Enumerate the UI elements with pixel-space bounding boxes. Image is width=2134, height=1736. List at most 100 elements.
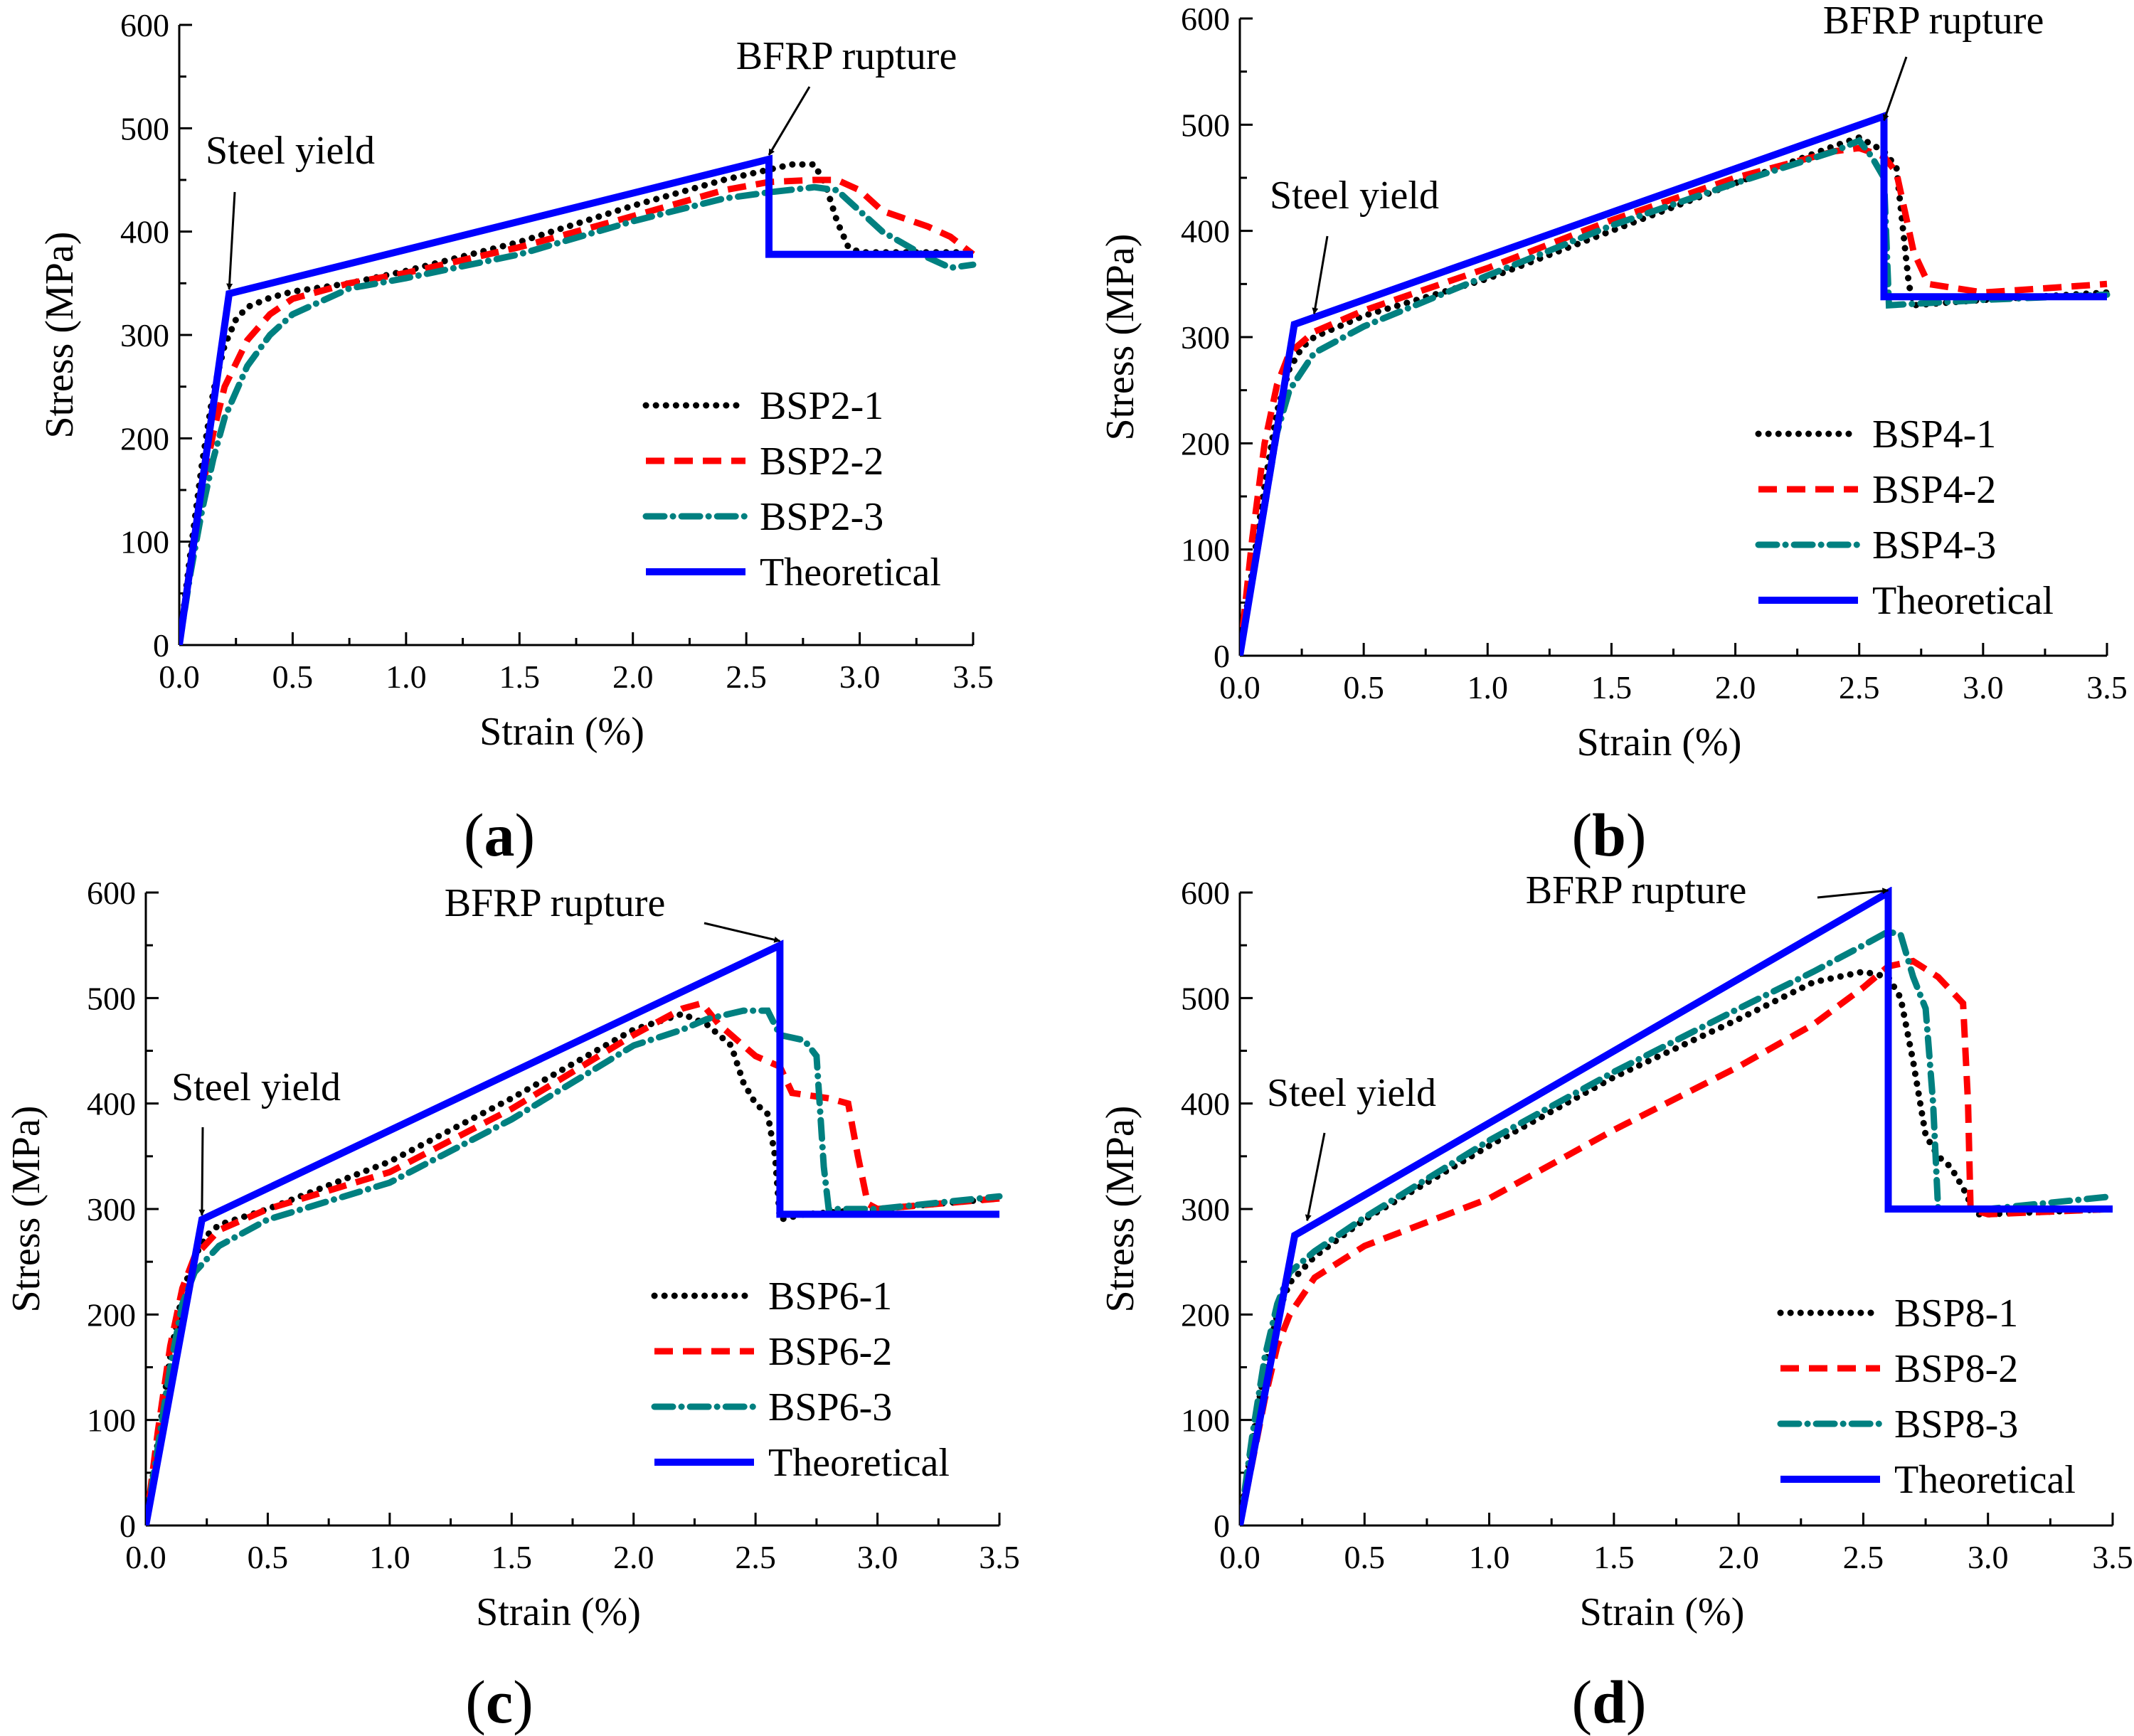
- x-tick-label: 3.5: [2092, 1539, 2133, 1575]
- legend-label: BSP6-3: [768, 1385, 892, 1429]
- series-line-bsp8-2: [1240, 957, 2113, 1525]
- x-tick-label: 1.0: [369, 1539, 410, 1575]
- legend-label: BSP6-1: [768, 1274, 892, 1319]
- y-tick-label: 100: [1181, 532, 1230, 568]
- annotation-arrow: [1817, 888, 1889, 899]
- annotation-label: Steel yield: [1267, 1071, 1436, 1115]
- series-line-theoretical: [146, 939, 999, 1525]
- panel-caption: (b): [1571, 801, 1646, 869]
- legend: BSP6-1 BSP6-2 BSP6-3 Theoretical: [651, 1274, 950, 1485]
- annotation-arrow: [1305, 1132, 1326, 1222]
- x-tick-label: 3.0: [839, 659, 881, 695]
- x-tick-label: 3.5: [2086, 669, 2128, 705]
- y-tick-label: 400: [1181, 1086, 1230, 1122]
- y-tick-label: 600: [1181, 875, 1230, 911]
- y-tick-label: 200: [1181, 1296, 1230, 1333]
- series-line-theoretical: [179, 154, 973, 645]
- x-tick-label: 2.0: [613, 1539, 654, 1575]
- x-tick-label: 0.5: [1344, 1539, 1386, 1575]
- y-axis-label: Stress (MPa): [1098, 234, 1142, 441]
- y-tick-label: 0: [153, 627, 169, 664]
- x-tick-label: 2.0: [612, 659, 654, 695]
- y-tick-label: 100: [120, 524, 169, 560]
- x-axis-label: Strain (%): [476, 1590, 641, 1634]
- legend-label: Theoretical: [1894, 1458, 2076, 1502]
- legend-label: BSP4-3: [1872, 523, 1996, 568]
- panel-b: 0.0 0.5 1.0 1.5 2.0 2.5 3.0 3.5 0 100 200 300 400 500…: [1098, 0, 2128, 869]
- y-tick-label: 600: [1181, 1, 1230, 37]
- panel-caption: (c): [465, 1668, 533, 1736]
- x-tick-label: 1.5: [1593, 1539, 1635, 1575]
- x-tick-label: 2.5: [726, 659, 767, 695]
- legend-label: BSP2-2: [760, 440, 883, 484]
- legend-label: Theoretical: [760, 550, 941, 595]
- y-tick-label: 500: [1181, 980, 1230, 1016]
- y-tick-label: 0: [1214, 638, 1230, 674]
- annotation-label: Steel yield: [206, 129, 375, 173]
- x-tick-label: 0.5: [248, 1539, 289, 1575]
- x-axis-label: Strain (%): [1580, 1590, 1745, 1634]
- annotation-label: Steel yield: [171, 1065, 341, 1109]
- legend-label: BSP4-1: [1872, 412, 1996, 457]
- legend-label: BSP6-2: [768, 1330, 892, 1374]
- series-line-bsp4-2: [1240, 144, 2108, 656]
- x-axis-label: Strain (%): [479, 710, 644, 754]
- x-tick-label: 3.5: [952, 659, 994, 695]
- x-tick-label: 3.5: [979, 1539, 1020, 1575]
- legend-label: BSP4-2: [1872, 468, 1996, 512]
- y-axis-label: Stress (MPa): [1098, 1106, 1142, 1313]
- x-tick-label: 3.0: [1968, 1539, 2009, 1575]
- panels-root: 0.0 0.5 1.0 1.5 2.0 2.5 3.0 3.5 0 100 200 300 400 500…: [4, 0, 2133, 1736]
- x-tick-label: 2.5: [1839, 669, 1880, 705]
- legend-label: Theoretical: [768, 1441, 950, 1485]
- x-tick-label: 0.0: [125, 1539, 166, 1575]
- y-tick-label: 500: [87, 980, 136, 1016]
- series-line-bsp6-2: [146, 999, 1000, 1525]
- legend-label: BSP8-1: [1894, 1292, 2018, 1336]
- y-tick-label: 200: [1181, 425, 1230, 462]
- legend-label: Theoretical: [1872, 579, 2054, 623]
- annotation-arrow: [198, 1127, 206, 1216]
- x-tick-label: 0.5: [1343, 669, 1384, 705]
- y-tick-label: 500: [120, 110, 169, 147]
- y-tick-label: 200: [87, 1296, 136, 1333]
- legend-label: BSP8-2: [1894, 1347, 2018, 1391]
- x-tick-label: 1.5: [1591, 669, 1633, 705]
- annotation-label: Steel yield: [1270, 174, 1439, 218]
- legend-label: BSP2-3: [760, 495, 883, 539]
- y-tick-label: 100: [87, 1402, 136, 1439]
- x-tick-label: 1.5: [499, 659, 541, 695]
- y-tick-label: 600: [120, 7, 169, 43]
- y-tick-label: 600: [87, 875, 136, 911]
- x-tick-label: 1.5: [492, 1539, 533, 1575]
- y-axis-label: Stress (MPa): [4, 1106, 48, 1313]
- x-tick-label: 0.0: [159, 659, 200, 695]
- legend: BSP2-1 BSP2-2 BSP2-3 Theoretical: [642, 384, 941, 595]
- annotation-arrow: [768, 86, 811, 156]
- x-tick-label: 1.0: [1469, 1539, 1510, 1575]
- annotation-arrow: [1312, 235, 1329, 315]
- y-tick-label: 400: [87, 1086, 136, 1122]
- series-line-bsp2-2: [179, 176, 975, 645]
- panel-caption: (d): [1571, 1668, 1646, 1736]
- annotation-arrow: [226, 191, 236, 290]
- y-tick-label: 500: [1181, 107, 1230, 143]
- x-tick-label: 3.0: [1963, 669, 2004, 705]
- legend-label: BSP2-1: [760, 384, 883, 428]
- y-tick-label: 300: [1181, 319, 1230, 356]
- x-tick-label: 1.0: [386, 659, 427, 695]
- y-tick-label: 300: [120, 317, 169, 353]
- annotation-label: BFRP rupture: [736, 34, 957, 78]
- panel-c: 0.0 0.5 1.0 1.5 2.0 2.5 3.0 3.5 0 100 200 300 400 500…: [4, 875, 1020, 1736]
- y-tick-label: 0: [120, 1508, 136, 1544]
- x-tick-label: 0.5: [272, 659, 314, 695]
- series-line-bsp6-3: [146, 1007, 1003, 1525]
- legend: BSP4-1 BSP4-2 BSP4-3 Theoretical: [1755, 412, 2054, 623]
- y-axis-label: Stress (MPa): [38, 232, 82, 439]
- annotation-label: BFRP rupture: [1823, 0, 2044, 43]
- x-tick-label: 0.0: [1219, 1539, 1260, 1575]
- panel-d: 0.0 0.5 1.0 1.5 2.0 2.5 3.0 3.5 0 100 200 300 400 500…: [1098, 868, 2133, 1736]
- annotation-arrow: [704, 922, 781, 943]
- x-tick-label: 3.0: [857, 1539, 898, 1575]
